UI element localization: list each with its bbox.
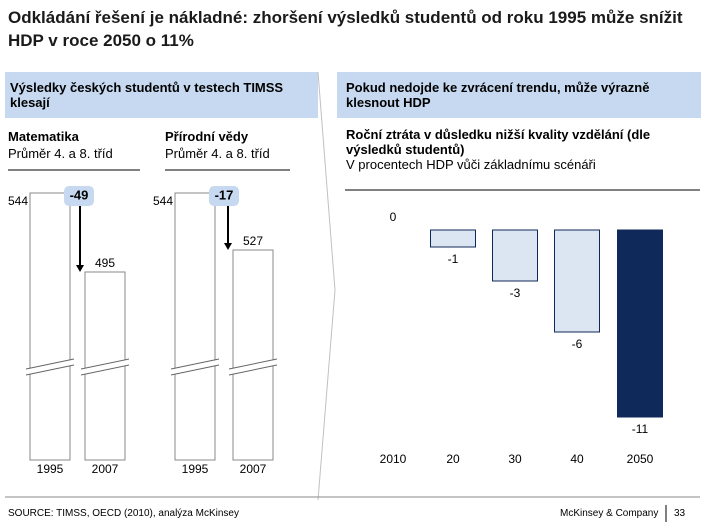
left-header-box xyxy=(5,72,318,118)
chart-subtitle: Průměr 4. a 8. tříd xyxy=(8,146,113,161)
axis-break xyxy=(25,358,75,370)
axis-break xyxy=(170,364,220,376)
page-number: 33 xyxy=(674,508,686,519)
bar xyxy=(554,229,600,333)
x-tick-label: 40 xyxy=(570,452,584,466)
axis-break xyxy=(80,359,130,375)
chart-subtitle: Průměr 4. a 8. tříd xyxy=(165,146,270,161)
value-label: 527 xyxy=(243,234,263,248)
change-label: -17 xyxy=(215,187,234,202)
value-label: 544 xyxy=(153,194,173,208)
axis-break xyxy=(228,358,278,370)
source: SOURCE: TIMSS, OECD (2010), analýza McKi… xyxy=(8,508,239,519)
axis-break xyxy=(170,358,220,370)
x-tick-label: 2007 xyxy=(92,462,119,476)
x-tick-label: 2050 xyxy=(627,452,654,466)
change-box xyxy=(64,186,94,206)
slide-title: Odkládání řešení je nákladné: zhoršení v… xyxy=(8,8,683,50)
x-tick-label: 2010 xyxy=(380,452,407,466)
arrow-head xyxy=(76,265,84,272)
value-label: -1 xyxy=(448,252,459,266)
axis-break xyxy=(25,359,75,375)
chart-title: Roční ztráta v důsledku nižší kvality vz… xyxy=(346,127,651,157)
value-label: 544 xyxy=(8,194,28,208)
value-label: -3 xyxy=(510,286,521,300)
x-tick-label: 1995 xyxy=(182,462,209,476)
arrow-head xyxy=(224,243,232,250)
value-label: -6 xyxy=(572,337,583,351)
value-label: -11 xyxy=(632,422,649,436)
change-box xyxy=(209,186,239,206)
bar xyxy=(617,229,663,418)
divider-chevron xyxy=(317,71,336,501)
change-label: -49 xyxy=(70,187,89,202)
value-label: 0 xyxy=(390,210,397,224)
company: McKinsey & Company xyxy=(560,508,659,519)
bar xyxy=(430,229,476,248)
bar xyxy=(174,192,216,461)
chart-title: Matematika xyxy=(8,129,79,144)
axis-break xyxy=(25,364,75,376)
x-tick-label: 1995 xyxy=(37,462,64,476)
bar xyxy=(232,249,274,461)
chart-title: Přírodní vědy xyxy=(165,129,249,144)
bar xyxy=(29,192,71,461)
bar xyxy=(492,229,538,282)
right-header: Pokud nedojde ke zvrácení trendu, může v… xyxy=(346,80,650,110)
axis-break xyxy=(228,364,278,376)
x-tick-label: 2007 xyxy=(240,462,267,476)
chart-subtitle: V procentech HDP vůči základnímu scénáři xyxy=(346,157,596,172)
x-tick-label: 20 xyxy=(446,452,460,466)
axis-break xyxy=(228,359,278,375)
axis-break xyxy=(80,358,130,370)
left-header: Výsledky českých studentů v testech TIMS… xyxy=(10,80,284,110)
right-header-box xyxy=(337,72,701,118)
axis-break xyxy=(170,359,220,375)
axis-break xyxy=(80,364,130,376)
x-tick-label: 30 xyxy=(508,452,522,466)
value-label: 495 xyxy=(95,256,115,270)
